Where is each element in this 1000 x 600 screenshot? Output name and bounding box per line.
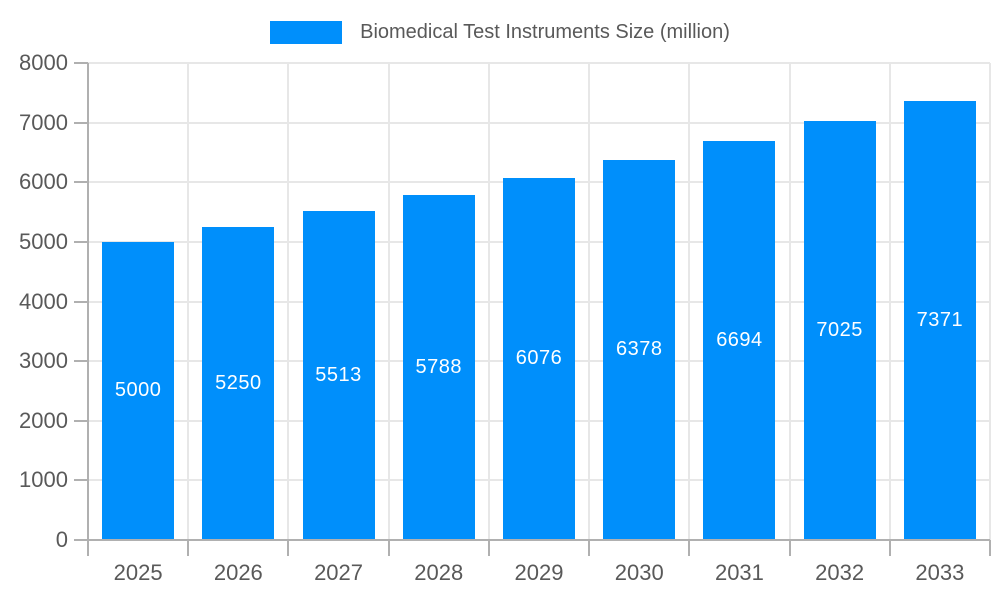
y-axis-label: 6000 bbox=[19, 169, 68, 195]
x-axis-label: 2033 bbox=[915, 560, 965, 585]
y-tick bbox=[74, 419, 88, 422]
bar-value-label: 6378 bbox=[615, 338, 663, 361]
y-tick bbox=[74, 479, 88, 482]
y-tick bbox=[74, 181, 88, 184]
y-tick bbox=[74, 62, 88, 64]
x-axis-label: 2025 bbox=[113, 560, 163, 585]
x-tick bbox=[688, 540, 691, 556]
bar-2030[interactable]: 6378 bbox=[603, 159, 676, 540]
x-tick bbox=[187, 540, 190, 556]
v-gridline bbox=[487, 63, 490, 540]
x-axis-label: 2026 bbox=[213, 560, 263, 585]
y-axis-line bbox=[87, 63, 89, 556]
bar-value-label: 5788 bbox=[415, 355, 463, 378]
v-gridline bbox=[387, 63, 390, 540]
h-gridline bbox=[88, 62, 990, 64]
v-gridline bbox=[888, 63, 891, 540]
y-axis-label: 4000 bbox=[19, 288, 68, 314]
x-tick bbox=[788, 540, 791, 556]
v-gridline bbox=[588, 63, 591, 540]
v-gridline bbox=[287, 63, 290, 540]
bar-2028[interactable]: 5788 bbox=[402, 194, 475, 540]
bar-2033[interactable]: 7371 bbox=[903, 100, 976, 540]
x-axis-label: 2028 bbox=[414, 560, 464, 585]
x-axis-line bbox=[74, 539, 990, 541]
y-axis-label: 0 bbox=[55, 527, 68, 552]
legend-marker bbox=[270, 20, 343, 44]
x-axis-label: 2032 bbox=[815, 560, 865, 585]
v-gridline bbox=[187, 63, 190, 540]
bar-value-label: 6694 bbox=[716, 328, 763, 351]
bar-2032[interactable]: 7025 bbox=[803, 121, 876, 540]
y-axis-label: 3000 bbox=[19, 348, 68, 374]
bar-value-label: 5250 bbox=[215, 371, 262, 394]
x-axis-label: 2031 bbox=[714, 560, 764, 585]
y-tick bbox=[74, 360, 88, 363]
x-axis-label: 2030 bbox=[614, 560, 664, 585]
bar-2029[interactable]: 6076 bbox=[503, 177, 575, 540]
bar-2025[interactable]: 5000 bbox=[102, 241, 175, 540]
x-axis-label: 2027 bbox=[314, 560, 364, 585]
bar-value-label: 5000 bbox=[114, 379, 162, 402]
h-gridline bbox=[88, 121, 990, 124]
bar-2027[interactable]: 5513 bbox=[302, 211, 375, 540]
y-axis-label: 1000 bbox=[19, 467, 68, 493]
bar-value-label: 7025 bbox=[816, 319, 863, 342]
x-tick bbox=[487, 540, 490, 556]
y-tick bbox=[74, 240, 88, 243]
bar-value-label: 7371 bbox=[916, 308, 964, 331]
y-tick bbox=[74, 121, 88, 124]
v-gridline bbox=[989, 63, 991, 540]
x-tick bbox=[387, 540, 390, 556]
y-axis-label: 2000 bbox=[19, 407, 68, 433]
bar-value-label: 6076 bbox=[515, 347, 563, 370]
bar-2026[interactable]: 5250 bbox=[202, 226, 275, 540]
bar-2031[interactable]: 6694 bbox=[703, 140, 776, 540]
legend-label: Biomedical Test Instruments Size (millio… bbox=[360, 21, 730, 43]
y-tick bbox=[74, 300, 88, 303]
y-axis-label: 8000 bbox=[19, 50, 68, 75]
x-axis-label: 2029 bbox=[514, 560, 564, 585]
x-tick bbox=[588, 540, 591, 556]
y-axis-label: 7000 bbox=[19, 109, 68, 135]
x-tick bbox=[287, 540, 290, 556]
chart-legend[interactable]: Biomedical Test Instruments Size (millio… bbox=[0, 20, 1000, 44]
v-gridline bbox=[788, 63, 791, 540]
bar-value-label: 5513 bbox=[315, 364, 362, 387]
v-gridline bbox=[688, 63, 691, 540]
y-axis-label: 5000 bbox=[19, 228, 68, 254]
x-tick bbox=[989, 540, 991, 556]
x-tick bbox=[888, 540, 891, 556]
